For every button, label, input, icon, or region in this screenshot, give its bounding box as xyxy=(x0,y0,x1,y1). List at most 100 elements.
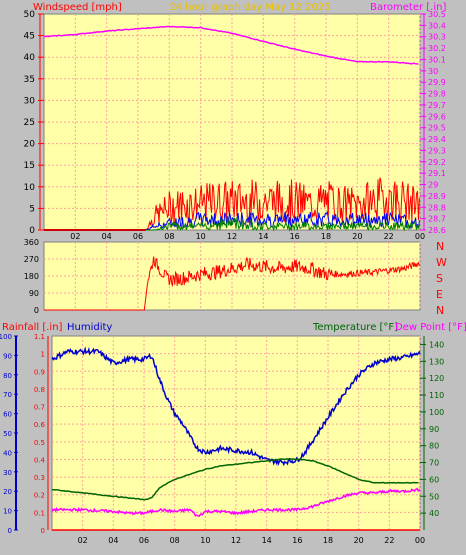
windspeed-tick-label: 45 xyxy=(24,32,35,42)
time-tick-label: 22 xyxy=(384,232,394,241)
barometer-tick-label: 30.5 xyxy=(428,10,446,19)
barometer-series xyxy=(43,25,419,65)
wind-direction-series xyxy=(44,256,420,311)
time-tick-label: 10 xyxy=(196,232,206,241)
windspeed-tick-label: 10 xyxy=(24,183,36,193)
time-tick-label: 16 xyxy=(292,536,302,545)
wind-baro-series xyxy=(43,25,420,232)
barometer-tick-label: 30.3 xyxy=(428,33,446,42)
windspeed-tick-label: 25 xyxy=(24,118,35,128)
temperature-tick-label: 140 xyxy=(429,340,444,349)
barometer-axis-title: Barometer [.in] xyxy=(370,2,446,13)
barometer-tick-label: 28.6 xyxy=(428,226,446,235)
time-tick-label: 08 xyxy=(170,536,180,545)
barometer-tick-label: 29.3 xyxy=(428,146,446,155)
rainfall-tick-label: 0.9 xyxy=(34,368,45,376)
barometer-tick-label: 29.8 xyxy=(428,90,446,99)
time-tick-label: 02 xyxy=(70,232,80,241)
windspeed-axis: 0 5 10 15 20 25 30 35 40 45 50 xyxy=(24,10,44,236)
rainfall-tick-label: 0.8 xyxy=(34,386,45,394)
humidity-tick-label: 20 xyxy=(3,488,12,496)
compass-label: N xyxy=(436,240,444,253)
time-tick-label: 14 xyxy=(258,232,268,241)
time-tick-label: 10 xyxy=(200,536,210,545)
temperature-tick-label: 110 xyxy=(429,391,444,400)
time-tick-label: 04 xyxy=(102,232,112,241)
humidity-tick-label: 30 xyxy=(3,469,12,477)
temperature-tick-label: 100 xyxy=(429,408,444,417)
direction-series xyxy=(44,256,420,311)
windspeed-tick-label: 15 xyxy=(24,161,35,171)
rainfall-tick-label: 0.3 xyxy=(34,474,45,482)
windspeed-tick-label: 40 xyxy=(24,53,36,63)
barometer-tick-label: 28.7 xyxy=(428,215,446,224)
rainfall-tick-label: 0.5 xyxy=(34,439,45,447)
barometer-tick-label: 29.1 xyxy=(428,169,446,178)
compass-label: N xyxy=(436,304,444,317)
wind-average-series xyxy=(145,210,420,231)
time-tick-label: 20 xyxy=(352,232,362,241)
temperature-tick-label: 50 xyxy=(429,492,439,501)
humidity-axis-title: Humidity xyxy=(67,322,112,333)
barometer-axis: 28.6 28.7 28.8 28.9 29 29.1 29.2 29.3 29.4 29.5 29… xyxy=(420,10,446,235)
time-tick-label: 04 xyxy=(108,536,118,545)
temperature-tick-label: 60 xyxy=(429,475,439,484)
windspeed-tick-label: 0 xyxy=(29,226,35,236)
dewpoint-axis-title: Dew Point [°F] xyxy=(395,322,466,333)
barometer-tick-label: 30.4 xyxy=(428,21,446,30)
direction-tick-label: 180 xyxy=(24,272,39,281)
humidity-axis: 0 10 20 30 40 50 60 70 80 90 100 xyxy=(0,333,18,535)
humidity-tick-label: 0 xyxy=(8,527,12,535)
rainfall-tick-label: 1.1 xyxy=(34,333,45,341)
humidity-tick-label: 50 xyxy=(3,430,12,438)
rainfall-axis-title: Rainfall [.in] xyxy=(2,322,63,333)
time-tick-label: 20 xyxy=(354,536,364,545)
temperature-tick-label: 80 xyxy=(429,442,439,451)
time-tick-label: 12 xyxy=(231,536,241,545)
barometer-tick-label: 29.9 xyxy=(428,78,446,87)
rainfall-tick-label: 0.6 xyxy=(34,421,46,429)
direction-axis: 0 90 180 270 360 xyxy=(24,238,39,315)
temperature-axis-title: Temperature [°F] xyxy=(312,322,398,333)
temperature-axis: 40 50 60 70 80 90 100 110 120 130 140 xyxy=(420,336,444,530)
barometer-tick-label: 29.4 xyxy=(428,135,446,144)
direction-grid xyxy=(44,242,421,310)
humidity-tick-label: 10 xyxy=(3,508,12,516)
climate-series xyxy=(51,346,421,531)
rainfall-axis: 0 0.1 0.2 0.3 0.4 0.5 0.6 0.7 0.8 0.9 1 1.1 xyxy=(34,333,49,535)
humidity-tick-label: 70 xyxy=(3,391,12,399)
windspeed-tick-label: 35 xyxy=(24,75,35,85)
rainfall-tick-label: 0.4 xyxy=(34,456,46,464)
time-tick-label: 18 xyxy=(323,536,333,545)
barometer-tick-label: 30 xyxy=(428,67,438,76)
humidity-tick-label: 80 xyxy=(3,372,12,380)
direction-tick-label: 0 xyxy=(34,306,39,315)
humidity-series xyxy=(51,346,421,467)
time-axis-top: 02 04 06 08 10 12 14 16 18 20 22 00 xyxy=(70,232,425,241)
compass-label: W xyxy=(436,256,447,269)
rainfall-tick-label: 0.1 xyxy=(34,509,45,517)
temperature-tick-label: 40 xyxy=(429,509,439,518)
time-tick-label: 00 xyxy=(415,232,425,241)
time-tick-label: 16 xyxy=(290,232,300,241)
rainfall-tick-label: 0.7 xyxy=(34,404,45,412)
time-axis-bottom: 02 04 06 08 10 12 14 16 18 20 22 00 xyxy=(78,536,426,545)
direction-tick-label: 90 xyxy=(29,289,39,298)
barometer-tick-label: 30.1 xyxy=(428,55,446,64)
time-tick-label: 06 xyxy=(133,232,143,241)
humidity-tick-label: 90 xyxy=(3,352,12,360)
dew-point-series xyxy=(51,487,421,518)
temperature-tick-label: 120 xyxy=(429,374,444,383)
rainfall-tick-label: 1 xyxy=(41,351,45,359)
rainfall-tick-label: 0.2 xyxy=(34,492,45,500)
time-tick-label: 18 xyxy=(321,232,331,241)
humidity-tick-label: 100 xyxy=(0,333,12,341)
graph-title: 24 hour graph day May 12 2025 xyxy=(169,2,330,13)
temperature-tick-label: 70 xyxy=(429,459,439,468)
temperature-tick-label: 130 xyxy=(429,357,444,366)
wind-low-series xyxy=(145,215,420,232)
windspeed-tick-label: 30 xyxy=(24,96,36,106)
wind-gust-series xyxy=(145,177,420,231)
